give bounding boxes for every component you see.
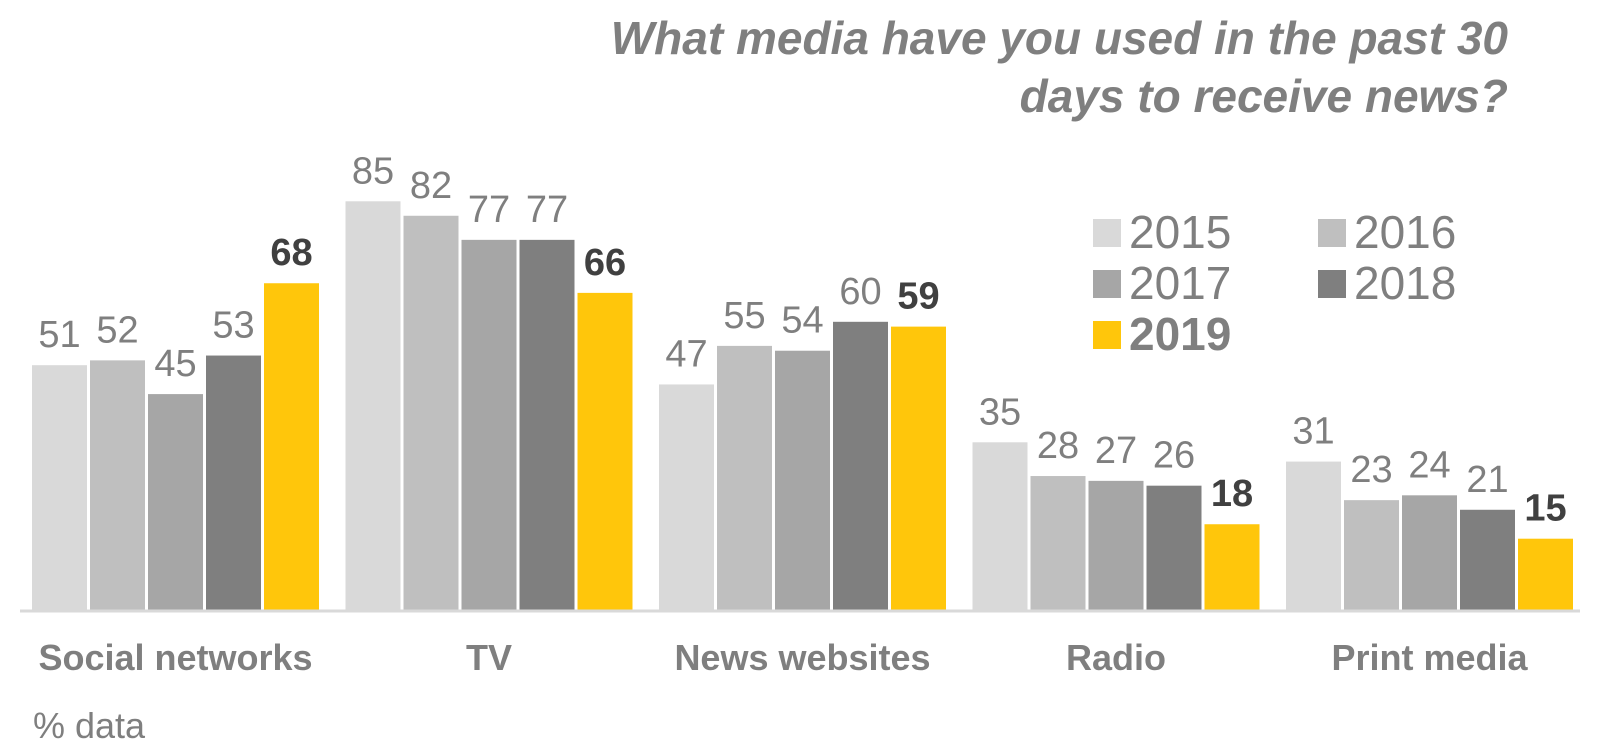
value-label-radio-2015: 35 bbox=[979, 391, 1021, 433]
bar-print-media-2016 bbox=[1344, 500, 1399, 611]
chart-title-line-2: days to receive news? bbox=[1020, 70, 1508, 122]
value-label-tv-2016: 82 bbox=[410, 165, 452, 207]
value-label-news-websites-2018: 60 bbox=[839, 271, 881, 313]
bar-social-networks-2019 bbox=[264, 283, 319, 611]
bar-print-media-2019 bbox=[1518, 538, 1573, 611]
value-label-tv-2018: 77 bbox=[526, 189, 568, 231]
value-label-print-media-2015: 31 bbox=[1292, 411, 1334, 453]
value-label-radio-2017: 27 bbox=[1095, 430, 1137, 472]
value-label-social-networks-2019: 68 bbox=[270, 232, 312, 274]
legend-label-2015: 2015 bbox=[1129, 206, 1231, 258]
bar-social-networks-2017 bbox=[148, 394, 203, 611]
bar-news-websites-2019 bbox=[891, 326, 946, 611]
legend-swatch-2019 bbox=[1093, 321, 1121, 349]
bar-radio-2016 bbox=[1030, 476, 1086, 611]
value-label-social-networks-2015: 51 bbox=[38, 314, 80, 356]
category-label-radio: Radio bbox=[1066, 637, 1166, 678]
bar-news-websites-2015 bbox=[659, 384, 714, 611]
value-label-social-networks-2016: 52 bbox=[96, 309, 138, 351]
value-label-tv-2015: 85 bbox=[352, 150, 394, 192]
bar-tv-2019 bbox=[577, 292, 633, 611]
bar-print-media-2018 bbox=[1460, 509, 1515, 611]
legend-label-2018: 2018 bbox=[1354, 257, 1456, 309]
legend-label-2019: 2019 bbox=[1129, 308, 1231, 360]
bar-radio-2015 bbox=[972, 442, 1028, 611]
legend-label-2017: 2017 bbox=[1129, 257, 1231, 309]
bar-social-networks-2015 bbox=[32, 365, 87, 611]
bar-radio-2017 bbox=[1088, 480, 1144, 611]
category-labels-layer: Social networks TV News websites Radio Print… bbox=[38, 637, 1528, 678]
value-label-print-media-2018: 21 bbox=[1466, 459, 1508, 501]
bar-print-media-2017 bbox=[1402, 495, 1457, 611]
category-label-news-websites: News websites bbox=[674, 637, 930, 678]
value-label-print-media-2019: 15 bbox=[1524, 488, 1566, 530]
value-label-news-websites-2019: 59 bbox=[897, 276, 939, 318]
legend-swatch-2017 bbox=[1093, 270, 1121, 298]
value-label-radio-2018: 26 bbox=[1153, 435, 1195, 477]
bar-radio-2018 bbox=[1146, 485, 1202, 611]
value-label-news-websites-2016: 55 bbox=[723, 295, 765, 337]
value-label-social-networks-2017: 45 bbox=[154, 343, 196, 385]
category-label-tv: TV bbox=[466, 637, 512, 678]
value-labels-layer: 51 52 45 53 68 85 82 77 77 66 47 55 54 60 59 35 28 27 26 18… bbox=[38, 150, 1566, 529]
value-label-radio-2019: 18 bbox=[1211, 473, 1253, 515]
bar-radio-2019 bbox=[1204, 524, 1260, 611]
value-label-tv-2019: 66 bbox=[584, 242, 626, 284]
chart-title-line-1: What media have you used in the past 30 bbox=[611, 12, 1509, 64]
bar-tv-2017 bbox=[461, 239, 517, 612]
bar-tv-2018 bbox=[519, 239, 575, 612]
value-label-print-media-2017: 24 bbox=[1408, 444, 1450, 486]
footnote: % data bbox=[33, 705, 146, 746]
bar-news-websites-2018 bbox=[833, 321, 888, 611]
value-label-news-websites-2017: 54 bbox=[781, 300, 823, 342]
category-label-print-media: Print media bbox=[1331, 637, 1528, 678]
bars-layer bbox=[32, 201, 1573, 612]
legend-swatch-2018 bbox=[1318, 270, 1346, 298]
value-label-social-networks-2018: 53 bbox=[212, 305, 254, 347]
legend-label-2016: 2016 bbox=[1354, 206, 1456, 258]
value-label-tv-2017: 77 bbox=[468, 189, 510, 231]
bar-social-networks-2018 bbox=[206, 355, 261, 611]
legend: 2015 2016 2017 2018 2019 bbox=[1093, 206, 1456, 360]
bar-tv-2015 bbox=[345, 201, 401, 612]
value-label-news-websites-2015: 47 bbox=[665, 333, 707, 375]
value-label-radio-2016: 28 bbox=[1037, 425, 1079, 467]
value-label-print-media-2016: 23 bbox=[1350, 449, 1392, 491]
bar-tv-2016 bbox=[403, 215, 459, 611]
category-label-social-networks: Social networks bbox=[38, 637, 312, 678]
legend-swatch-2016 bbox=[1318, 219, 1346, 247]
bar-social-networks-2016 bbox=[90, 360, 145, 611]
bar-news-websites-2016 bbox=[717, 345, 772, 611]
bar-news-websites-2017 bbox=[775, 350, 830, 611]
bar-print-media-2015 bbox=[1286, 461, 1341, 611]
legend-swatch-2015 bbox=[1093, 219, 1121, 247]
